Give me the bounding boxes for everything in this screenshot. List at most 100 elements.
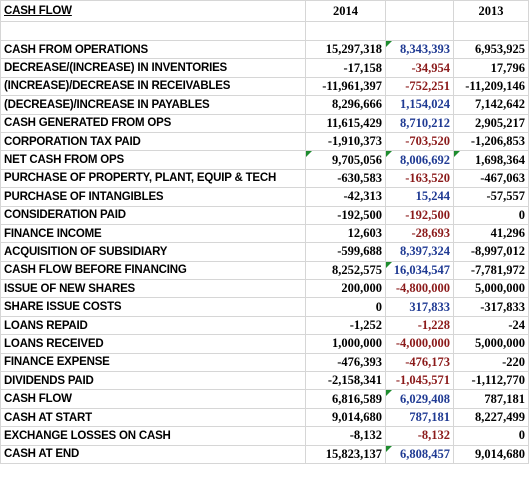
cell-value: 15,244	[385, 187, 454, 207]
cell-value: -220	[453, 352, 529, 373]
cell-value: -1,228	[385, 315, 454, 336]
cell-value: -317,833	[453, 297, 529, 317]
cell-value: 1,154,024	[385, 95, 454, 115]
cell-value: -8,997,012	[453, 242, 529, 262]
table-row: (DECREASE)/INCREASE IN PAYABLES 8,296,666…	[0, 95, 529, 115]
cell-value: -28,693	[385, 223, 454, 244]
cell-value: 787,181	[385, 407, 454, 428]
cell-value: -630,583	[305, 168, 386, 189]
table-row: (INCREASE)/DECREASE IN RECEIVABLES -11,96…	[0, 76, 529, 97]
row-label: (INCREASE)/DECREASE IN RECEIVABLES	[0, 76, 306, 97]
row-label: CASH FROM OPERATIONS	[0, 39, 306, 60]
table-row: PURCHASE OF INTANGIBLES -42,313 15,244 -57,…	[0, 187, 529, 207]
empty-cell	[0, 21, 306, 41]
row-label: SHARE ISSUE COSTS	[0, 297, 306, 317]
cell-value: 15,823,137	[305, 444, 386, 464]
cell-value: -703,520	[385, 131, 454, 152]
cell-value: 1,000,000	[305, 334, 386, 354]
row-label: FINANCE EXPENSE	[0, 352, 306, 373]
row-label: CASH FLOW	[0, 389, 306, 409]
empty-cell	[453, 21, 529, 41]
cell-value: 8,227,499	[453, 407, 529, 428]
cell-value: 9,705,056	[305, 150, 386, 170]
column-header: 2014	[305, 0, 386, 22]
cell-value: 317,833	[385, 297, 454, 317]
cell-value: 6,808,457	[385, 444, 454, 464]
cell-value: -192,500	[305, 205, 386, 225]
cell-value: -17,158	[305, 58, 386, 78]
row-label: EXCHANGE LOSSES ON CASH	[0, 426, 306, 446]
row-label: FINANCE INCOME	[0, 223, 306, 244]
cell-value: 0	[453, 426, 529, 446]
cell-value: 6,953,925	[453, 39, 529, 60]
table-row: LOANS REPAID -1,252 -1,228 -24	[0, 315, 529, 336]
table-row: PURCHASE OF PROPERTY, PLANT, EQUIP & TEC…	[0, 168, 529, 189]
cell-value: 15,297,318	[305, 39, 386, 60]
table-row: CASH FLOW 6,816,589 6,029,408 787,181	[0, 389, 529, 409]
table-row: DECREASE/(INCREASE) IN INVENTORIES -17,15…	[0, 58, 529, 78]
cell-value: 8,296,666	[305, 95, 386, 115]
cell-value: -57,557	[453, 187, 529, 207]
row-label: CASH AT END	[0, 444, 306, 464]
table-row: CONSIDERATION PAID -192,500 -192,500 0	[0, 205, 529, 225]
row-label: CASH GENERATED FROM OPS	[0, 113, 306, 133]
cell-value: 2,905,217	[453, 113, 529, 133]
cell-value: -476,393	[305, 352, 386, 373]
cell-value: -1,910,373	[305, 131, 386, 152]
cell-value: -34,954	[385, 58, 454, 78]
cell-value: 8,343,393	[385, 39, 454, 60]
cell-value: 787,181	[453, 389, 529, 409]
empty-cell	[385, 21, 454, 41]
table-body: CASH FLOW 2014 2013 CASH FROM OPERATIONS…	[0, 0, 529, 464]
table-row: ISSUE OF NEW SHARES 200,000 -4,800,000 5,00…	[0, 279, 529, 299]
empty-cell	[385, 0, 454, 22]
table-row: CORPORATION TAX PAID -1,910,373 -703,520 -1…	[0, 131, 529, 152]
row-label: DECREASE/(INCREASE) IN INVENTORIES	[0, 58, 306, 78]
cell-value: 9,014,680	[305, 407, 386, 428]
cell-value: -24	[453, 315, 529, 336]
table-row: CASH FROM OPERATIONS 15,297,318 8,343,393 6…	[0, 39, 529, 60]
cell-value: 200,000	[305, 279, 386, 299]
cell-value: 5,000,000	[453, 334, 529, 354]
cell-value: 0	[305, 297, 386, 317]
table-row: LOANS RECEIVED 1,000,000 -4,000,000 5,000,0…	[0, 334, 529, 354]
cell-value: -8,132	[305, 426, 386, 446]
cell-value: 0	[453, 205, 529, 225]
row-label: PURCHASE OF PROPERTY, PLANT, EQUIP & TEC…	[0, 168, 306, 189]
cell-value: -11,209,146	[453, 76, 529, 97]
cell-value: 11,615,429	[305, 113, 386, 133]
cell-value: -467,063	[453, 168, 529, 189]
cell-value: -599,688	[305, 242, 386, 262]
cell-value: 17,796	[453, 58, 529, 78]
cell-value: 8,397,324	[385, 242, 454, 262]
cell-value: 16,034,547	[385, 260, 454, 281]
row-label: ISSUE OF NEW SHARES	[0, 279, 306, 299]
cell-value: 9,014,680	[453, 444, 529, 464]
cell-value: -1,045,571	[385, 371, 454, 391]
empty-cell	[305, 21, 386, 41]
cell-value: 41,296	[453, 223, 529, 244]
cell-value: 8,710,212	[385, 113, 454, 133]
cell-value: 8,006,692	[385, 150, 454, 170]
table-row: CASH AT END 15,823,137 6,808,457 9,014,680	[0, 444, 529, 464]
cell-value: -752,251	[385, 76, 454, 97]
cell-value: -192,500	[385, 205, 454, 225]
cell-value: -1,112,770	[453, 371, 529, 391]
table-title: CASH FLOW	[0, 0, 306, 22]
table-row: NET CASH FROM OPS 9,705,056 8,006,692 1,698…	[0, 150, 529, 170]
cell-value: -2,158,341	[305, 371, 386, 391]
cell-value: -1,252	[305, 315, 386, 336]
cell-value: -163,520	[385, 168, 454, 189]
table-row: CASH FLOW BEFORE FINANCING 8,252,575 16,03…	[0, 260, 529, 281]
row-label: CORPORATION TAX PAID	[0, 131, 306, 152]
cell-value: -1,206,853	[453, 131, 529, 152]
cell-value: -476,173	[385, 352, 454, 373]
row-label: ACQUISITION OF SUBSIDIARY	[0, 242, 306, 262]
header-row: CASH FLOW 2014 2013	[0, 0, 529, 22]
row-label: LOANS RECEIVED	[0, 334, 306, 354]
row-label: CONSIDERATION PAID	[0, 205, 306, 225]
cell-value: 5,000,000	[453, 279, 529, 299]
cell-value: -42,313	[305, 187, 386, 207]
table-row: SHARE ISSUE COSTS 0 317,833 -317,833	[0, 297, 529, 317]
